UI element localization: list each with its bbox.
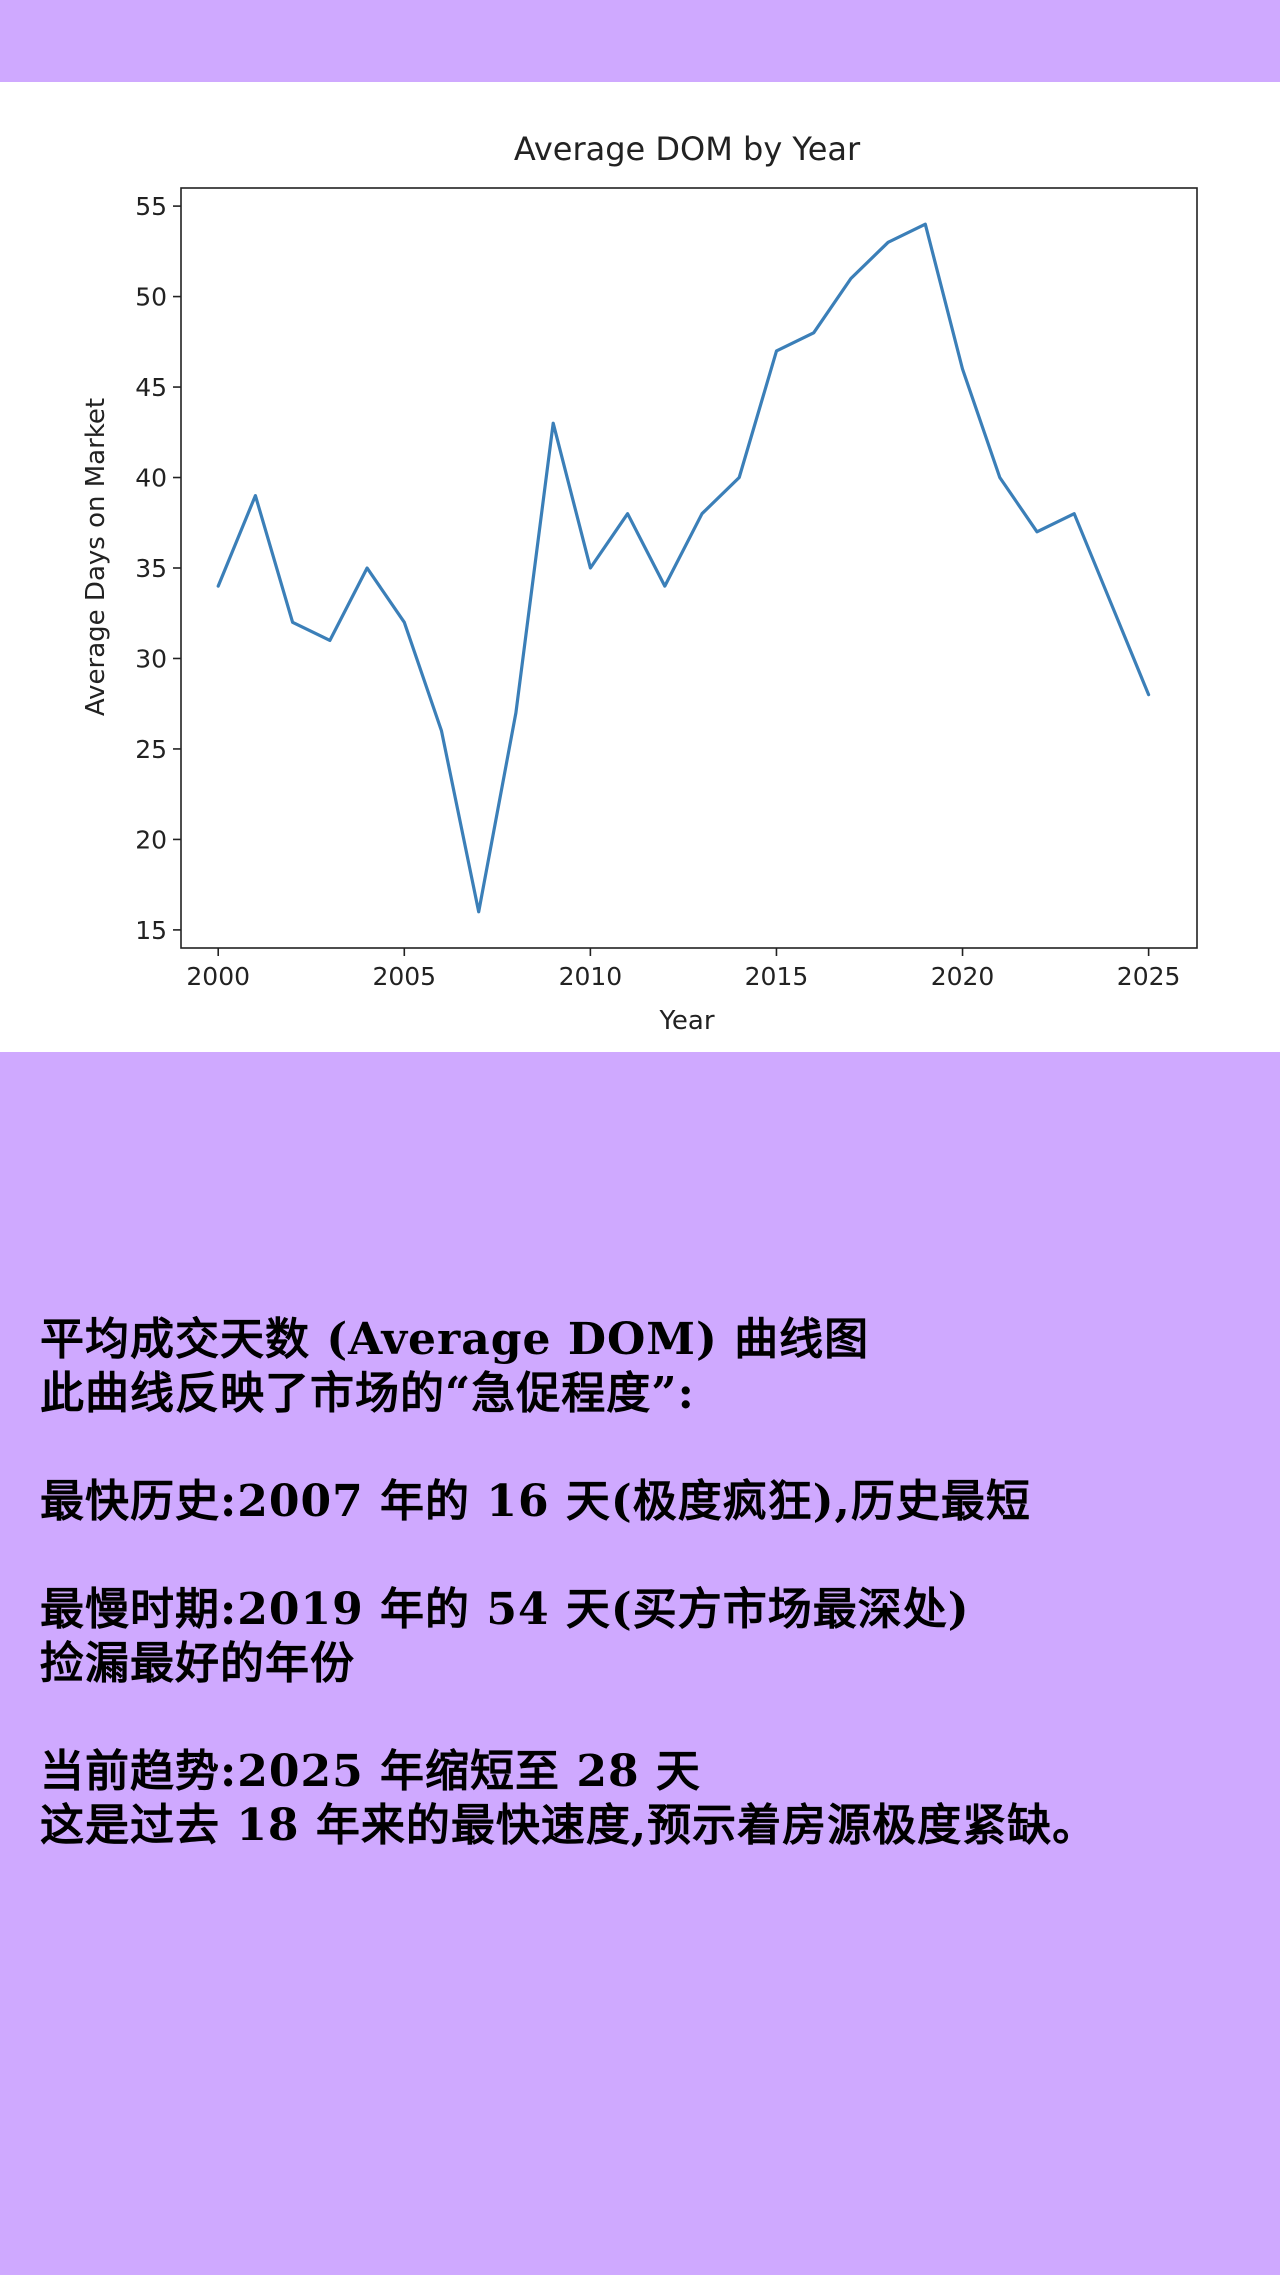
- summary-text: 平均成交天数 (Average DOM) 曲线图 此曲线反映了市场的“急促程度”…: [40, 1313, 1260, 1853]
- spacer: [40, 1529, 1260, 1583]
- y-tick-label: 30: [135, 644, 167, 673]
- x-tick-label: 2005: [372, 962, 436, 991]
- fastest-line: 最快历史:2007 年的 16 天(极度疯狂),历史最短: [40, 1476, 1031, 1527]
- plot-frame: [180, 187, 1198, 949]
- y-tick-label: 55: [135, 192, 167, 221]
- y-tick-label: 35: [135, 554, 167, 583]
- current-line-2: 这是过去 18 年来的最快速度,预示着房源极度紧缺。: [40, 1800, 1098, 1851]
- y-tick-label: 20: [135, 825, 167, 854]
- data-points: [218, 224, 1148, 912]
- heading-line-2: 此曲线反映了市场的“急促程度”:: [40, 1368, 695, 1419]
- y-axis-label: Average Days on Market: [81, 398, 111, 716]
- line-chart: 2000 2005 2010 2015 2020 2025 152025303540455…: [81, 130, 1198, 1036]
- x-tick-label: 2015: [745, 962, 809, 991]
- heading-line-1: 平均成交天数 (Average DOM) 曲线图: [40, 1314, 870, 1365]
- series-line: [216, 222, 1151, 914]
- y-tick-label: 15: [135, 916, 167, 945]
- spacer: [40, 1421, 1260, 1475]
- slowest-line-1: 最慢时期:2019 年的 54 天(买方市场最深处): [40, 1584, 970, 1635]
- x-axis-ticks: 2000 2005 2010 2015 2020 2025: [186, 948, 1180, 991]
- current-line-1: 当前趋势:2025 年缩短至 28 天: [40, 1746, 701, 1797]
- chart-panel: 2000 2005 2010 2015 2020 2025 15 20 25 30 35 40 45 5…: [0, 82, 1280, 1052]
- y-tick-label: 50: [135, 283, 167, 312]
- y-tick-label: 25: [135, 735, 167, 764]
- spacer: [40, 1691, 1260, 1745]
- y-axis-ticks: 15 20 25 30 35 40 45 50 55: [135, 192, 181, 945]
- x-tick-label: 2000: [186, 962, 250, 991]
- slowest-line-2: 捡漏最好的年份: [40, 1638, 355, 1689]
- chart-title: Average DOM by Year: [514, 130, 861, 168]
- x-tick-label: 2010: [559, 962, 623, 991]
- y-tick-label: 40: [135, 464, 167, 493]
- x-tick-label: 2025: [1117, 962, 1181, 991]
- x-axis-label: Year: [658, 1006, 714, 1036]
- x-tick-label: 2020: [931, 962, 995, 991]
- y-tick-label: 45: [135, 373, 167, 402]
